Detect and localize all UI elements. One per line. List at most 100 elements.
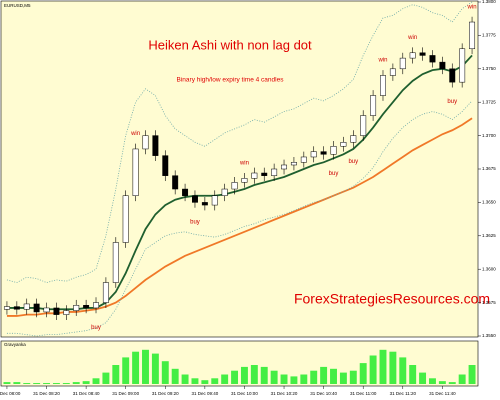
indicator-bar bbox=[409, 365, 417, 384]
candle-body bbox=[439, 61, 446, 70]
indicator-bar bbox=[161, 361, 169, 384]
indicator-bar bbox=[369, 355, 377, 384]
y-tick-label: 1.3775 bbox=[482, 33, 496, 38]
indicator-bar bbox=[438, 381, 446, 384]
indicator-bar bbox=[379, 349, 387, 384]
x-tick-label: 31 Dec 09:40 bbox=[191, 391, 218, 396]
indicator-bar bbox=[221, 374, 229, 384]
indicator-bar bbox=[389, 351, 397, 384]
indicator-bar bbox=[290, 376, 298, 384]
indicator-bar bbox=[429, 378, 436, 384]
candle-body bbox=[122, 195, 129, 243]
indicator-bar bbox=[280, 374, 288, 384]
candle-body bbox=[83, 305, 90, 309]
signal-label: win bbox=[377, 58, 387, 64]
candle-body bbox=[182, 188, 189, 196]
indicator-bar bbox=[122, 357, 130, 384]
indicator-bar bbox=[359, 363, 367, 384]
signal-label: win bbox=[407, 35, 417, 41]
band-line bbox=[6, 1, 473, 283]
band-line bbox=[6, 100, 473, 337]
y-tick-label: 1.3625 bbox=[482, 233, 496, 238]
candle-body bbox=[360, 115, 367, 136]
moving-average bbox=[6, 117, 473, 317]
indicator-bar bbox=[349, 370, 357, 384]
x-tick-label: 31 Dec 09:00 bbox=[112, 391, 139, 396]
indicator-bar bbox=[13, 382, 21, 384]
indicator-bar bbox=[458, 374, 466, 384]
candle-body bbox=[53, 307, 60, 315]
candle-body bbox=[271, 168, 278, 176]
x-tick-label: 31 Dec 11:00 bbox=[350, 391, 377, 396]
signal-label: buy bbox=[447, 99, 457, 105]
indicator-bar bbox=[191, 378, 199, 384]
candle-body bbox=[429, 55, 436, 63]
y-tick-label: 1.3700 bbox=[482, 133, 496, 138]
watermark: ForexStrategiesResources.com bbox=[294, 291, 490, 307]
candle-body bbox=[389, 68, 396, 76]
indicator-bar bbox=[132, 351, 140, 384]
indicator-bar bbox=[399, 357, 407, 384]
indicator-bar bbox=[33, 383, 41, 384]
indicator-bar bbox=[270, 370, 278, 384]
indicator-bar bbox=[142, 349, 149, 384]
x-tick-label: 31 Dec 08:00 bbox=[0, 391, 21, 396]
symbol-label: EURUSD,M5 bbox=[4, 3, 31, 8]
candle-body bbox=[251, 172, 258, 179]
indicator-bar bbox=[23, 383, 31, 384]
y-tick-label: 1.3675 bbox=[482, 166, 496, 171]
indicator-bar bbox=[43, 383, 50, 384]
indicator-title: Gravyanka bbox=[4, 342, 26, 347]
indicator-bar bbox=[171, 368, 179, 384]
chart-title: Heiken Ashi with non lag dot bbox=[148, 37, 312, 52]
candle-body bbox=[469, 21, 476, 50]
x-tick-label: 31 Dec 11:20 bbox=[390, 391, 417, 396]
candle-body bbox=[320, 151, 327, 155]
candle-body bbox=[43, 307, 50, 313]
indicator-bar bbox=[211, 378, 219, 384]
candle-body bbox=[191, 195, 198, 203]
x-tick-label: 31 Dec 11:40 bbox=[429, 391, 456, 396]
candle-body bbox=[310, 151, 317, 158]
candle-body bbox=[73, 305, 80, 311]
candle-body bbox=[172, 175, 179, 190]
candle-body bbox=[132, 148, 139, 196]
candle-body bbox=[459, 48, 466, 83]
indicator-bar bbox=[102, 372, 110, 384]
indicator-bar bbox=[448, 382, 456, 384]
candle-body bbox=[300, 156, 307, 163]
candle-body bbox=[370, 95, 377, 116]
candle-body bbox=[281, 164, 288, 170]
candle-body bbox=[93, 302, 99, 309]
indicator-bar bbox=[181, 374, 189, 384]
y-tick-label: 1.3725 bbox=[482, 99, 496, 104]
candle-body bbox=[152, 135, 159, 156]
indicator-bar bbox=[112, 365, 120, 384]
y-tick-label: 1.3575 bbox=[482, 300, 496, 305]
candle-body bbox=[241, 178, 248, 183]
indicator-bar bbox=[52, 383, 60, 384]
candle-body bbox=[3, 306, 10, 310]
signal-label: buy bbox=[91, 325, 101, 331]
x-tick-label: 31 Dec 08:20 bbox=[33, 391, 60, 396]
candle-body bbox=[340, 142, 347, 147]
candle-body bbox=[112, 242, 119, 283]
signal-label: buy bbox=[329, 171, 339, 177]
x-tick-label: 31 Dec 10:00 bbox=[231, 391, 258, 396]
candle-body bbox=[419, 52, 426, 56]
x-tick-label: 31 Dec 09:20 bbox=[152, 391, 179, 396]
candle-body bbox=[330, 146, 337, 155]
candle-body bbox=[142, 135, 149, 150]
indicator-bar bbox=[82, 381, 90, 384]
candle-body bbox=[162, 155, 169, 176]
y-tick-label: 1.3600 bbox=[482, 266, 496, 271]
chart-subtitle: Binary high/low expiry time 4 candles bbox=[177, 77, 285, 84]
main-panel bbox=[0, 0, 479, 338]
indicator-bar bbox=[92, 378, 100, 384]
candle-body bbox=[201, 202, 208, 206]
candle-body bbox=[261, 172, 268, 176]
signal-label: buy bbox=[190, 219, 200, 225]
candle-body bbox=[63, 310, 70, 315]
